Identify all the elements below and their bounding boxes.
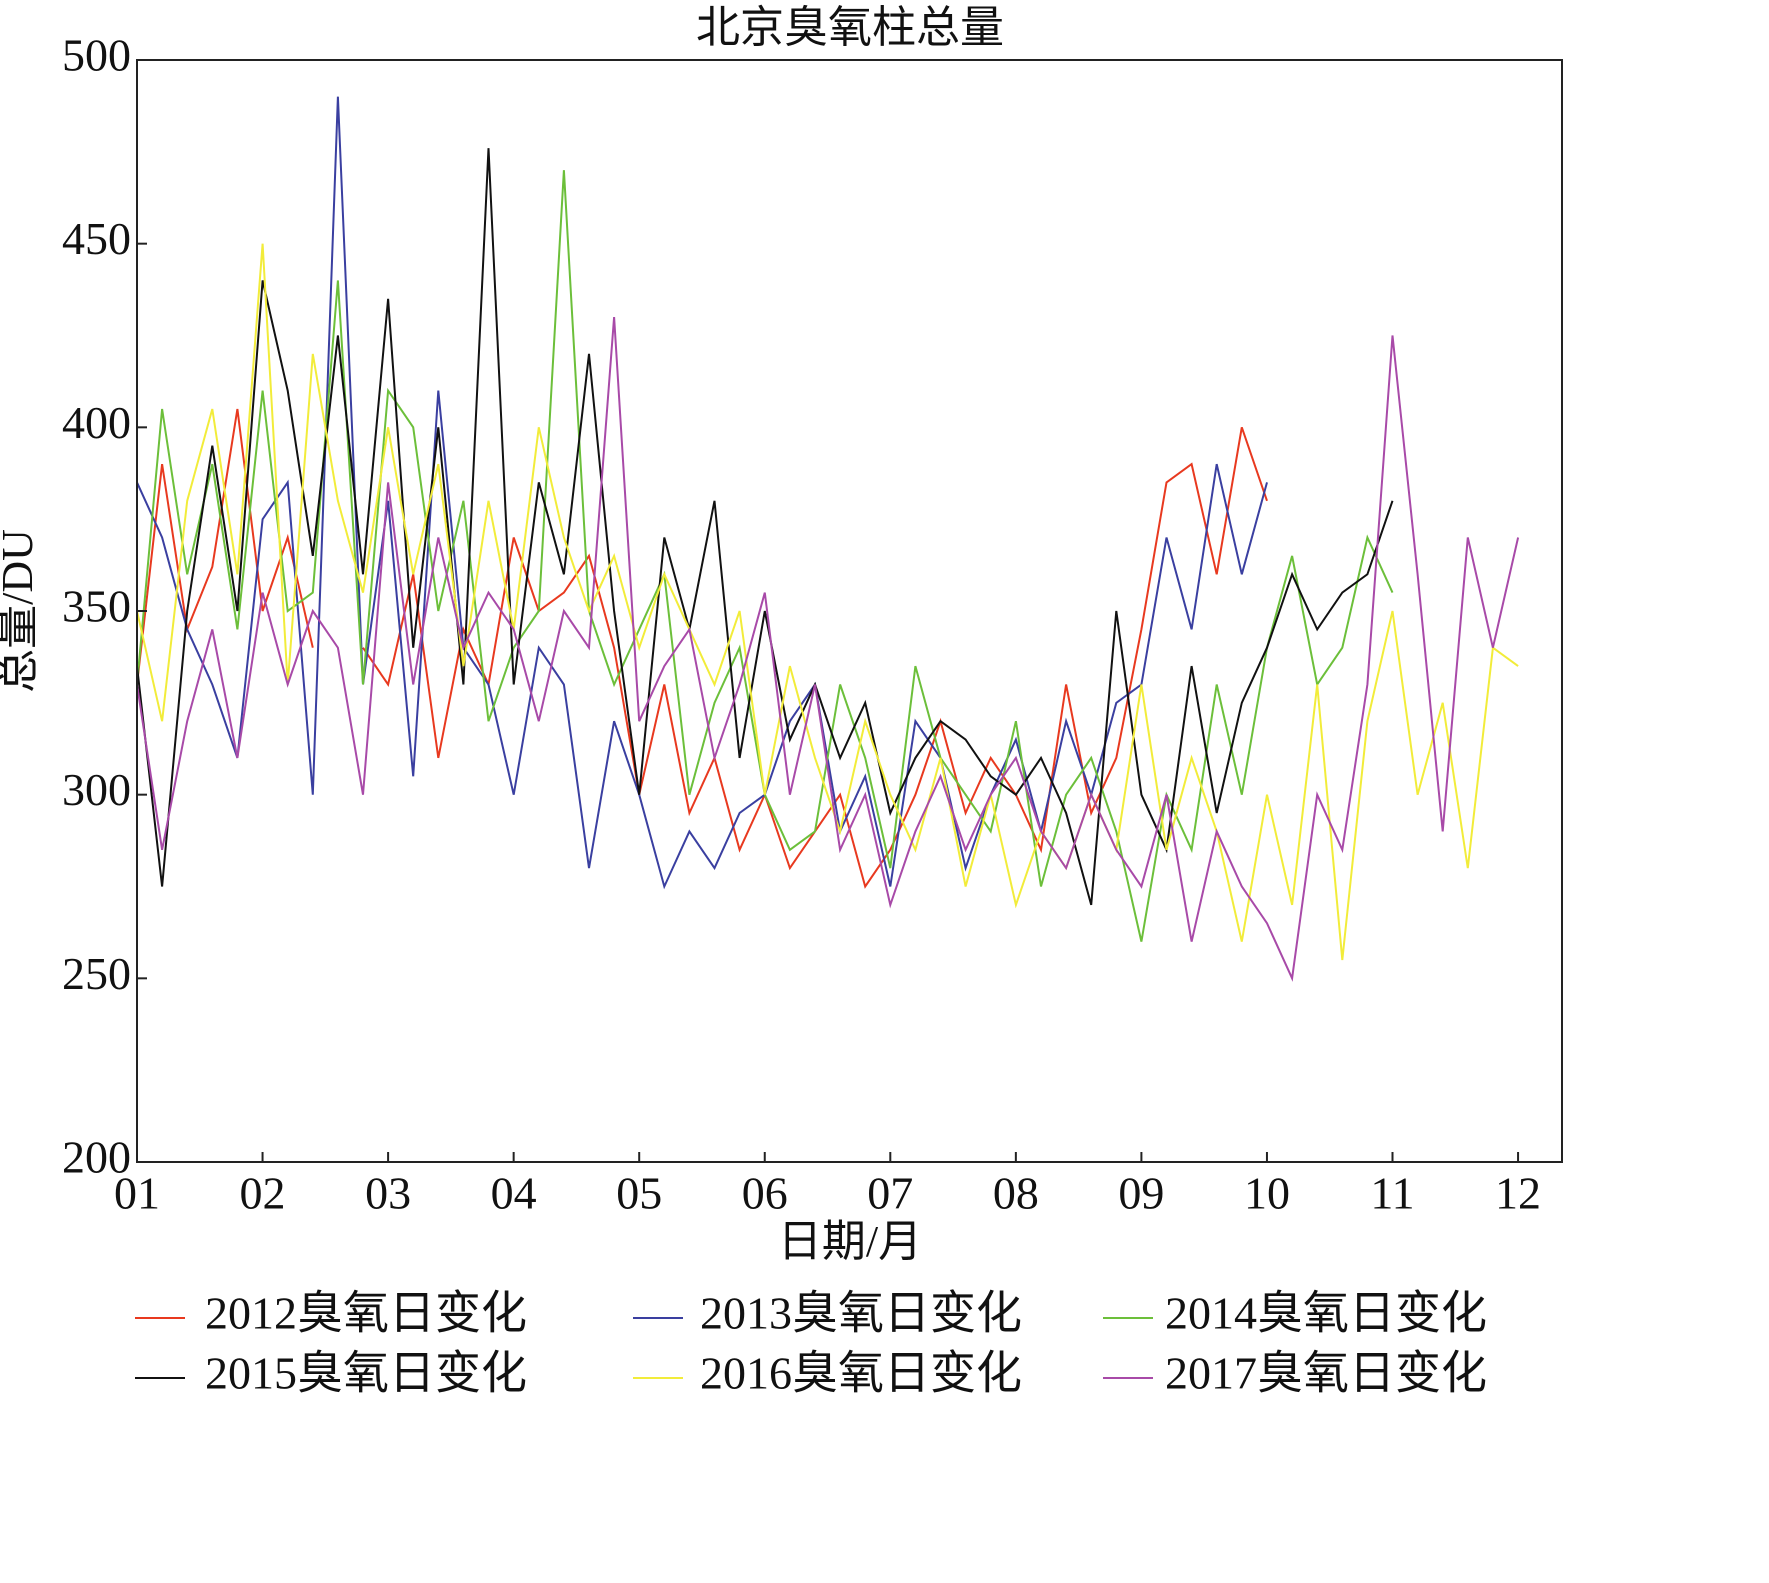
legend-label: 2013臭氧日变化 — [700, 1288, 1022, 1339]
legend-label: 2014臭氧日变化 — [1165, 1288, 1487, 1339]
x-tick-label: 09 — [1118, 1168, 1164, 1219]
legend-label: 2017臭氧日变化 — [1165, 1348, 1487, 1399]
y-tick-label: 400 — [62, 397, 131, 448]
x-tick-label: 01 — [114, 1168, 160, 1219]
x-tick-label: 05 — [616, 1168, 662, 1219]
series-line — [136, 408, 1268, 889]
legend-label: 2012臭氧日变化 — [205, 1288, 527, 1339]
y-tick-label: 250 — [62, 948, 131, 999]
series-line — [136, 96, 1268, 890]
plot-area — [136, 96, 1520, 982]
x-tick-label: 10 — [1244, 1168, 1290, 1219]
y-tick-label: 450 — [62, 213, 131, 264]
x-tick-label: 07 — [867, 1168, 913, 1219]
y-tick-label: 300 — [62, 764, 131, 815]
legend-label: 2015臭氧日变化 — [205, 1348, 527, 1399]
x-tick-label: 08 — [993, 1168, 1039, 1219]
y-tick-label: 350 — [62, 581, 131, 632]
x-axis-label: 日期/月 — [778, 1217, 922, 1266]
y-tick-label: 200 — [62, 1132, 131, 1183]
y-tick-label: 500 — [62, 30, 131, 81]
x-tick-label: 04 — [491, 1168, 537, 1219]
y-axis-label: 总量/DU — [0, 529, 42, 693]
x-tick-label: 06 — [742, 1168, 788, 1219]
series-line — [136, 317, 1520, 982]
x-tick-label: 03 — [365, 1168, 411, 1219]
x-tick-label: 12 — [1495, 1168, 1541, 1219]
series-line — [136, 170, 1394, 942]
series-line — [136, 243, 1519, 961]
x-tick-label: 02 — [240, 1168, 286, 1219]
plot-frame — [136, 59, 1563, 1163]
legend-label: 2016臭氧日变化 — [700, 1348, 1022, 1399]
series-line — [136, 148, 1394, 906]
x-tick-label: 11 — [1370, 1168, 1414, 1219]
chart-title: 北京臭氧柱总量 — [696, 3, 1004, 52]
